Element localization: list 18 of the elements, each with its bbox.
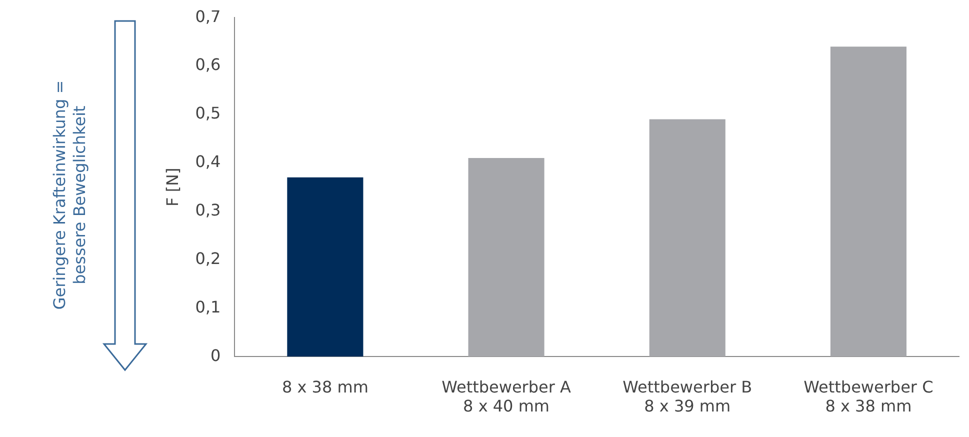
y-tick-label: 0,6	[195, 55, 221, 74]
y-tick-label: 0	[210, 346, 221, 365]
x-tick-label: Wettbewerber B 8 x 39 mm	[622, 377, 752, 416]
bar	[830, 46, 906, 357]
y-tick-label: 0,5	[195, 104, 221, 123]
y-tick-label: 0,7	[195, 6, 221, 26]
y-tick-label: 0,3	[195, 200, 221, 220]
y-tick-label: 0,2	[195, 248, 221, 268]
bar	[649, 119, 726, 357]
x-tick-label: 8 x 38 mm	[282, 377, 368, 396]
y-tick-label: 0,1	[195, 297, 221, 316]
y-tick-label: 0,4	[195, 152, 221, 172]
bar	[287, 177, 364, 357]
text: Geringere Krafteinwirkung = bessere Beweglichkeit	[50, 79, 90, 312]
x-tick-label: Wettbewerber A 8 x 40 mm	[442, 377, 572, 416]
y-axis-title: F [N]	[162, 168, 182, 206]
x-tick-label: Wettbewerber C 8 x 38 mm	[804, 377, 934, 416]
bar	[468, 158, 544, 357]
